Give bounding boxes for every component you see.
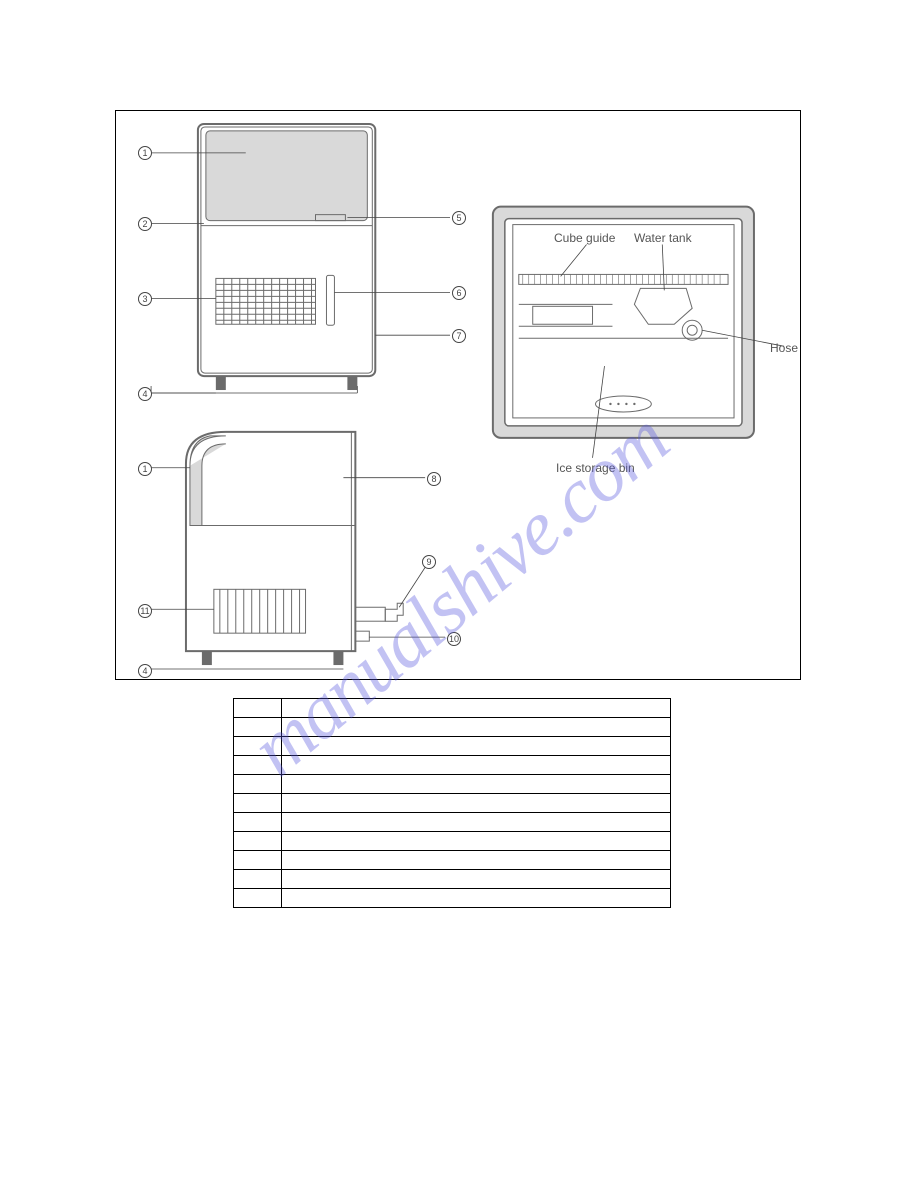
diagram-container: 1 2 3 4 5 6 7 1 11 4 8 9 10 Cube guide W… — [115, 110, 801, 680]
label-cube-guide: Cube guide — [554, 231, 615, 245]
part-number-cell — [234, 889, 282, 908]
callout-3: 3 — [138, 292, 152, 306]
part-number-cell — [234, 832, 282, 851]
part-number-cell — [234, 813, 282, 832]
page-content: 1 2 3 4 5 6 7 1 11 4 8 9 10 Cube guide W… — [115, 110, 801, 908]
callout-side-10: 10 — [447, 632, 461, 646]
part-number-cell — [234, 794, 282, 813]
part-desc-cell — [282, 775, 671, 794]
callout-side-4: 4 — [138, 664, 152, 678]
callout-6: 6 — [452, 286, 466, 300]
part-desc-cell — [282, 813, 671, 832]
label-water-tank: Water tank — [634, 231, 692, 245]
part-number-cell — [234, 851, 282, 870]
table-row — [234, 851, 671, 870]
part-desc-cell — [282, 870, 671, 889]
part-number-cell — [234, 756, 282, 775]
table-row — [234, 889, 671, 908]
table-row — [234, 737, 671, 756]
part-desc-cell — [282, 737, 671, 756]
label-ice-storage-bin: Ice storage bin — [556, 461, 635, 475]
callout-5: 5 — [452, 211, 466, 225]
callout-1: 1 — [138, 146, 152, 160]
table-row — [234, 718, 671, 737]
part-desc-cell — [282, 889, 671, 908]
part-desc-cell — [282, 718, 671, 737]
part-number-cell — [234, 775, 282, 794]
table-row — [234, 794, 671, 813]
part-desc-cell — [282, 756, 671, 775]
callout-2: 2 — [138, 217, 152, 231]
part-number-cell — [234, 699, 282, 718]
callout-side-8: 8 — [427, 472, 441, 486]
table-row — [234, 832, 671, 851]
table-row — [234, 775, 671, 794]
part-desc-cell — [282, 699, 671, 718]
part-desc-cell — [282, 832, 671, 851]
callout-side-1: 1 — [138, 462, 152, 476]
part-number-cell — [234, 870, 282, 889]
parts-table — [233, 698, 671, 908]
table-row — [234, 813, 671, 832]
part-desc-cell — [282, 794, 671, 813]
callout-side-11: 11 — [138, 604, 152, 618]
callout-4: 4 — [138, 387, 152, 401]
table-row — [234, 756, 671, 775]
front-view-diagram — [116, 111, 800, 679]
callout-side-9: 9 — [422, 555, 436, 569]
label-hose: Hose — [770, 341, 798, 355]
table-row — [234, 699, 671, 718]
part-number-cell — [234, 737, 282, 756]
callout-7: 7 — [452, 329, 466, 343]
part-desc-cell — [282, 851, 671, 870]
table-row — [234, 870, 671, 889]
part-number-cell — [234, 718, 282, 737]
